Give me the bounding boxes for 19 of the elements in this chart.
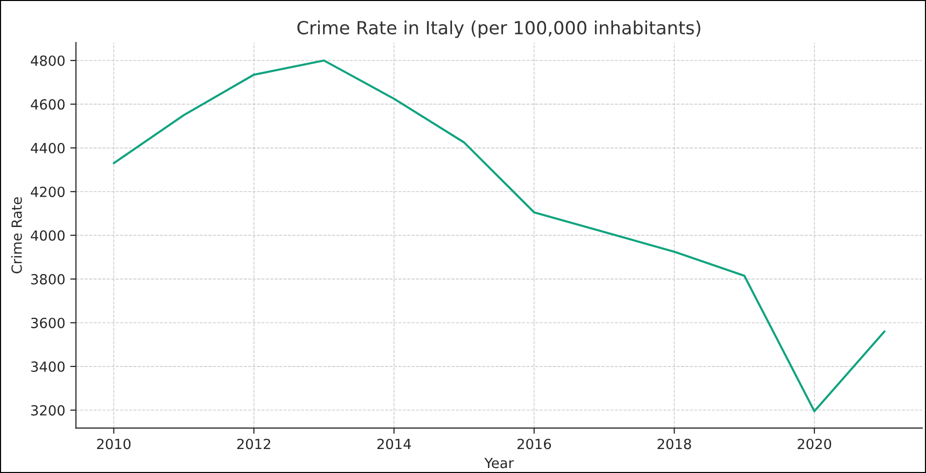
line-series	[112, 59, 886, 412]
y-tick-label: 3200	[31, 405, 65, 416]
y-tick-label: 4800	[30, 55, 65, 66]
y-tick-label: 4600	[30, 99, 65, 110]
y-tick-label: 4000	[30, 230, 65, 241]
x-axis-title: Year	[484, 458, 514, 468]
y-tick-label: 4200	[30, 186, 65, 198]
y-tick-label: 3400	[31, 361, 65, 372]
y-tick-label: 3800	[31, 274, 65, 284]
x-tick-label: 2016	[517, 438, 551, 450]
y-axis-title: Crime Rate	[11, 197, 22, 274]
chart-title: Crime Rate in Italy (per 100,000 inhabitants)	[297, 20, 700, 38]
y-tick-label: 4400	[30, 142, 65, 154]
y-tick-label: 3600	[31, 318, 65, 328]
x-tick-label: 2012	[237, 438, 270, 450]
x-tick-label: 2014	[377, 438, 411, 450]
x-tick-label: 2018	[658, 438, 691, 450]
x-tick-label: 2020	[798, 438, 832, 450]
x-tick-label: 2010	[97, 438, 131, 450]
